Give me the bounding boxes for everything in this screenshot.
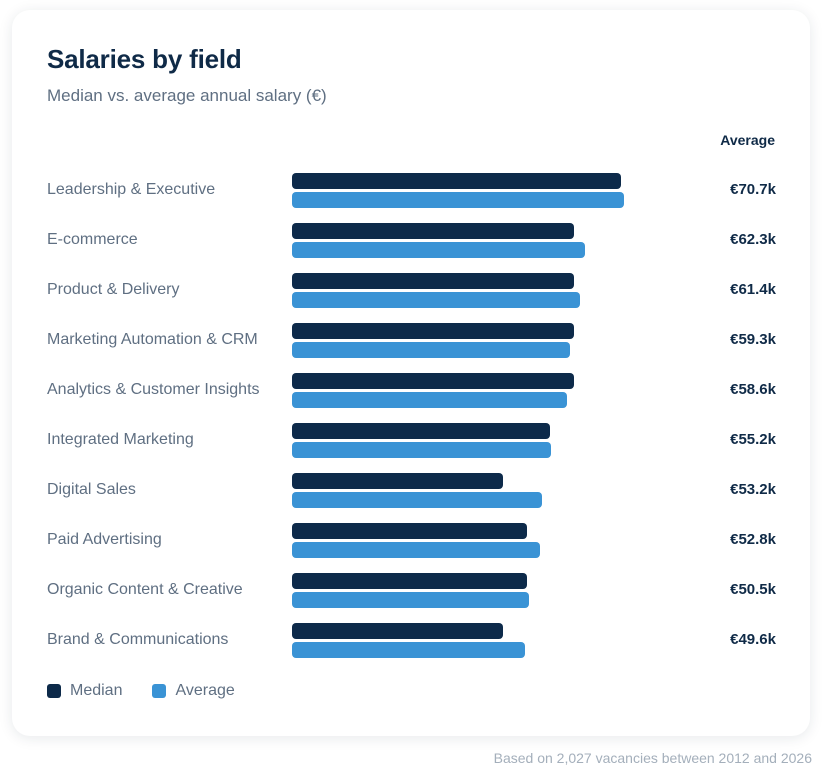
chart-row: Organic Content & Creative €50.5k — [47, 565, 776, 615]
bar-median — [292, 173, 621, 189]
average-column-header: Average — [720, 132, 775, 148]
bar-rows: Leadership & Executive €70.7k E-commerce €6… — [47, 165, 776, 665]
legend-swatch-average — [152, 684, 167, 698]
bar-median — [292, 473, 504, 489]
bar-median — [292, 373, 574, 389]
category-label: Product & Delivery — [47, 281, 180, 298]
average-value-label: €59.3k — [730, 331, 776, 348]
average-value-label: €61.4k — [730, 281, 776, 298]
average-value-label: €50.5k — [730, 581, 776, 598]
bar-median — [292, 273, 574, 289]
category-label: Integrated Marketing — [47, 431, 194, 448]
bar-median — [292, 423, 551, 439]
bar-average — [292, 492, 542, 508]
average-value-label: €58.6k — [730, 381, 776, 398]
bar-average — [292, 642, 525, 658]
legend-item-median: Median — [47, 682, 122, 700]
bar-average — [292, 292, 581, 308]
average-value-label: €49.6k — [730, 631, 776, 648]
average-value-label: €55.2k — [730, 431, 776, 448]
chart-row: E-commerce €62.3k — [47, 215, 776, 265]
chart-row: Integrated Marketing €55.2k — [47, 415, 776, 465]
average-value-label: €52.8k — [730, 531, 776, 548]
bar-average — [292, 392, 568, 408]
average-value-label: €62.3k — [730, 231, 776, 248]
chart-subtitle: Median vs. average annual salary (€) — [47, 86, 327, 105]
chart-row: Leadership & Executive €70.7k — [47, 165, 776, 215]
bar-average — [292, 242, 585, 258]
legend-swatch-median — [47, 684, 61, 698]
chart-legend: Median Average — [47, 682, 265, 700]
category-label: Marketing Automation & CRM — [47, 331, 258, 348]
category-label: E-commerce — [47, 231, 138, 248]
category-label: Brand & Communications — [47, 631, 229, 648]
chart-title: Salaries by field — [47, 44, 242, 74]
category-label: Paid Advertising — [47, 531, 162, 548]
category-label: Organic Content & Creative — [47, 581, 243, 598]
bar-median — [292, 573, 527, 589]
bar-average — [292, 192, 624, 208]
average-value-label: €70.7k — [730, 181, 776, 198]
bar-median — [292, 523, 527, 539]
category-label: Analytics & Customer Insights — [47, 381, 260, 398]
legend-item-average: Average — [152, 682, 235, 700]
chart-card: Salaries by field Median vs. average ann… — [12, 10, 810, 736]
chart-row: Brand & Communications €49.6k — [47, 615, 776, 665]
footnote: Based on 2,027 vacancies between 2012 an… — [493, 750, 812, 766]
category-label: Digital Sales — [47, 481, 136, 498]
category-label: Leadership & Executive — [47, 181, 216, 198]
chart-row: Paid Advertising €52.8k — [47, 515, 776, 565]
bar-median — [292, 323, 574, 339]
bar-average — [292, 342, 571, 358]
chart-row: Marketing Automation & CRM €59.3k — [47, 315, 776, 365]
chart-row: Product & Delivery €61.4k — [47, 265, 776, 315]
bar-average — [292, 542, 540, 558]
legend-label-median: Median — [70, 682, 123, 699]
chart-row: Digital Sales €53.2k — [47, 465, 776, 515]
bar-median — [292, 623, 504, 639]
chart-row: Analytics & Customer Insights €58.6k — [47, 365, 776, 415]
legend-label-average: Average — [175, 682, 235, 699]
bar-average — [292, 442, 552, 458]
bar-average — [292, 592, 530, 608]
average-value-label: €53.2k — [730, 481, 776, 498]
bar-median — [292, 223, 574, 239]
